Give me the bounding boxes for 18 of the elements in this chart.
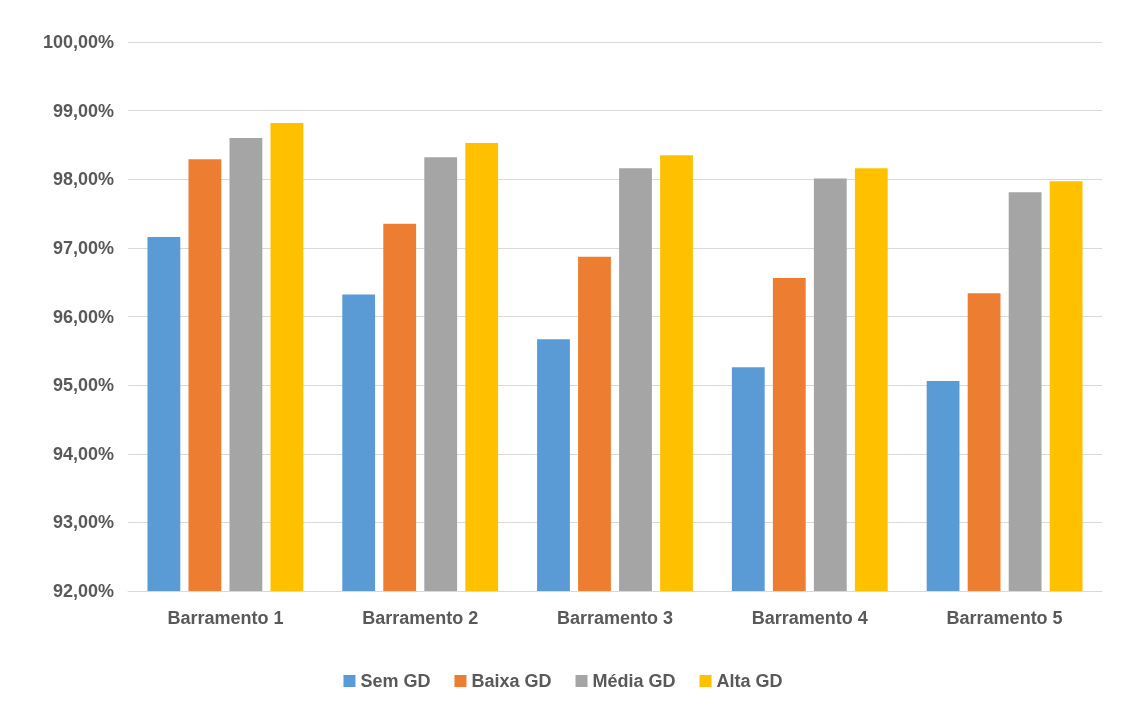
x-tick-label: Barramento 2 bbox=[362, 608, 479, 628]
y-tick-label: 100,00% bbox=[42, 32, 114, 52]
y-tick-label: 92,00% bbox=[52, 581, 114, 601]
x-tick-label: Barramento 4 bbox=[751, 608, 868, 628]
legend-label: Sem GD bbox=[360, 671, 431, 691]
y-tick-label: 97,00% bbox=[52, 237, 114, 258]
y-tick-label: 99,00% bbox=[52, 100, 114, 121]
legend-label: Média GD bbox=[592, 671, 676, 691]
legend-label: Baixa GD bbox=[471, 671, 552, 691]
legend-label: Alta GD bbox=[716, 671, 783, 691]
y-tick-label: 96,00% bbox=[52, 306, 114, 327]
y-tick-label: 93,00% bbox=[52, 512, 114, 533]
x-tick-label: Barramento 1 bbox=[167, 608, 284, 628]
y-tick-label: 94,00% bbox=[52, 443, 114, 464]
x-tick-label: Barramento 5 bbox=[946, 608, 1063, 628]
x-tick-label: Barramento 3 bbox=[556, 608, 674, 628]
y-tick-label: 98,00% bbox=[52, 169, 114, 190]
y-tick-label: 95,00% bbox=[52, 375, 114, 396]
